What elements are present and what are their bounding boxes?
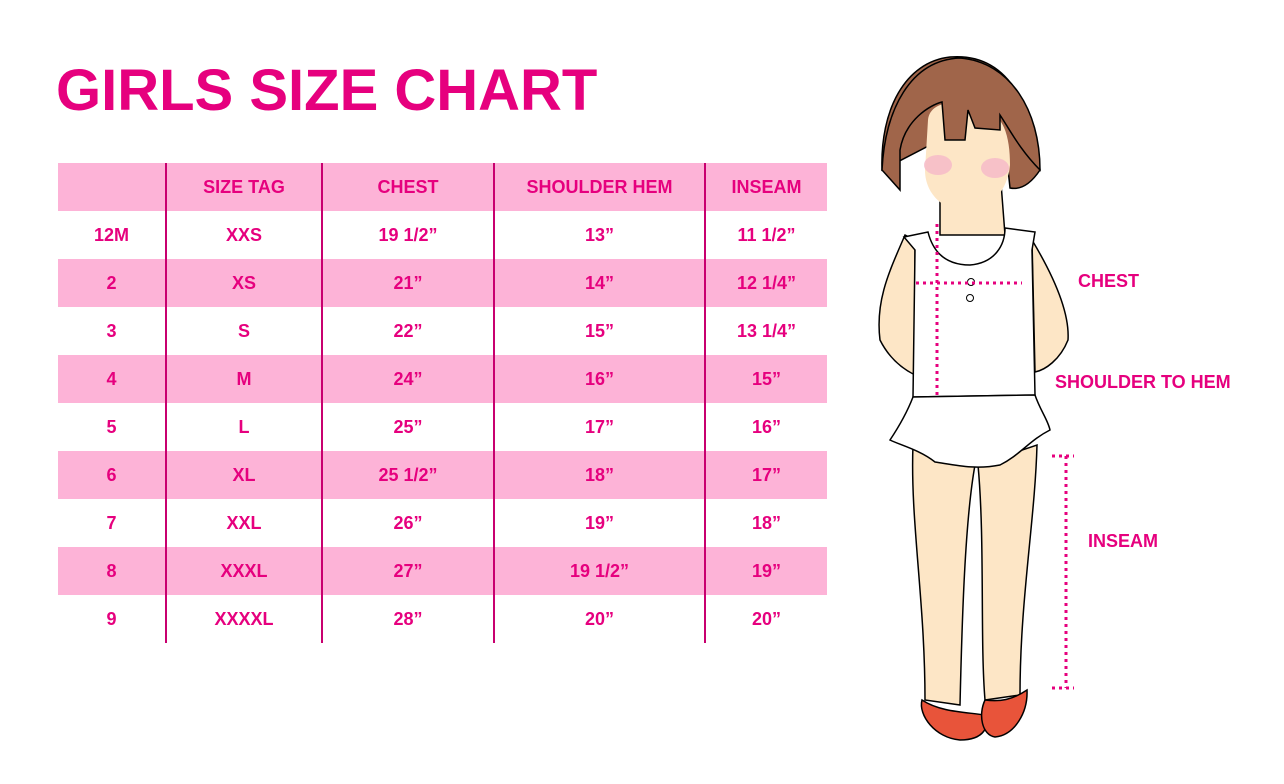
shoulder-to-hem-label: SHOULDER TO HEM [1055, 372, 1231, 392]
table-cell: 18” [704, 499, 827, 547]
table-cell: 20” [704, 595, 827, 643]
column-header [58, 163, 166, 211]
table-cell: 5 [106, 416, 117, 437]
table-cell: XL [165, 451, 322, 499]
table-cell: 15” [493, 307, 705, 355]
table-cell: XXXXL [165, 595, 322, 643]
table-cell: 21” [321, 259, 494, 307]
table-cell: 8 [58, 547, 166, 595]
table-row: 6 XL 25 1/2” 18” 17” [58, 451, 827, 499]
table-row: 12M XXS 19 1/2” 13” 11 1/2” [58, 211, 827, 259]
table-cell: 25” [321, 403, 494, 451]
table-cell: 6 [58, 451, 166, 499]
table-row: 8 XXXL 27” 19 1/2” 19” [58, 547, 827, 595]
table-cell: S [165, 307, 322, 355]
table-cell: 17” [704, 451, 827, 499]
table-cell: L [165, 403, 322, 451]
table-cell: 3 [106, 320, 117, 341]
table-cell: 2 [58, 259, 166, 307]
table-cell: 27” [321, 547, 494, 595]
table-cell: 19” [704, 547, 827, 595]
table-row: 3 S 22” 15” 13 1/4” [58, 307, 827, 355]
chest-label: CHEST [1078, 271, 1140, 291]
table-cell: 28” [321, 595, 494, 643]
table-cell: 13” [493, 211, 705, 259]
table-cell: 9 [106, 608, 117, 629]
table-cell: 16” [704, 403, 827, 451]
table-cell: M [165, 355, 322, 403]
table-cell: 18” [493, 451, 705, 499]
table-cell: XXL [165, 499, 322, 547]
table-cell: 19 1/2” [493, 547, 705, 595]
table-cell: XXS [165, 211, 322, 259]
table-cell: 15” [704, 355, 827, 403]
table-row: 5 L 25” 17” 16” [58, 403, 827, 451]
table-row: 2 XS 21” 14” 12 1/4” [58, 259, 827, 307]
table-row: 9 XXXXL 28” 20” 20” [58, 595, 827, 643]
table-cell: 4 [58, 355, 166, 403]
table-cell: 12 1/4” [704, 259, 827, 307]
size-table: SIZE TAG CHEST SHOULDER HEM INSEAM 12M XX… [58, 163, 827, 643]
table-cell: 16” [493, 355, 705, 403]
table-cell: 24” [321, 355, 494, 403]
table-cell: 25 1/2” [321, 451, 494, 499]
table-cell: XS [165, 259, 322, 307]
column-header: CHEST [321, 163, 494, 211]
table-cell: 14” [493, 259, 705, 307]
table-header-row: SIZE TAG CHEST SHOULDER HEM INSEAM [58, 163, 827, 211]
table-cell: XXXL [165, 547, 322, 595]
column-header: SIZE TAG [165, 163, 322, 211]
inseam-label: INSEAM [1088, 531, 1159, 551]
table-cell: 7 [106, 512, 117, 533]
table-cell: 20” [493, 595, 705, 643]
table-cell: 17” [493, 403, 705, 451]
table-row: 7 XXL 26” 19” 18” [58, 499, 827, 547]
table-cell: 22” [321, 307, 494, 355]
page-title: GIRLS SIZE CHART [56, 58, 598, 123]
table-cell: 19 1/2” [321, 211, 494, 259]
table-row: 4 M 24” 16” 15” [58, 355, 827, 403]
table-cell: 26” [321, 499, 494, 547]
column-header: INSEAM [704, 163, 827, 211]
table-cell: 11 1/2” [704, 211, 827, 259]
table-cell: 12M [93, 224, 129, 245]
table-cell: 13 1/4” [704, 307, 827, 355]
column-header: SHOULDER HEM [493, 163, 705, 211]
table-cell: 19” [493, 499, 705, 547]
